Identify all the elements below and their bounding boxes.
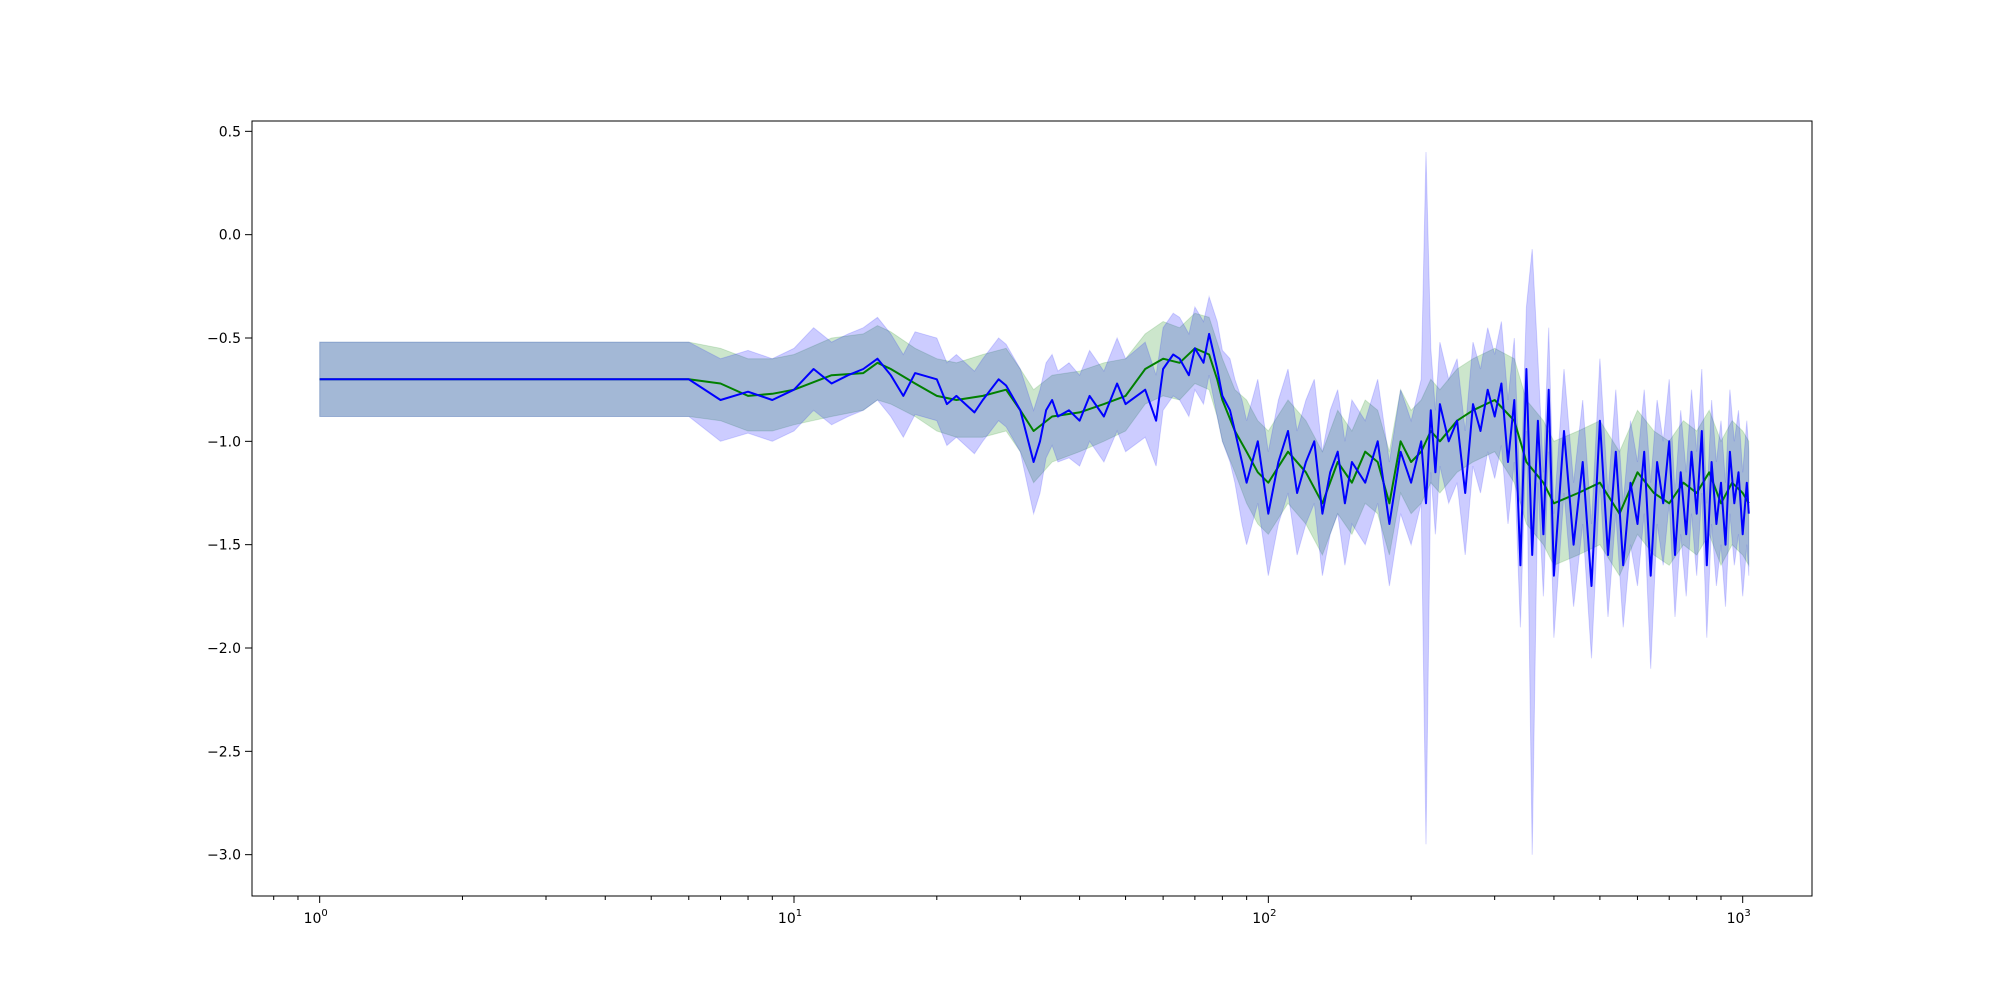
y-tick-label: 0.0 bbox=[219, 228, 241, 244]
x-tick-label: 101 bbox=[778, 908, 802, 927]
y-tick-label: −0.5 bbox=[207, 331, 241, 347]
y-tick-label: −2.5 bbox=[207, 744, 241, 760]
x-axis: 100 101 102 103 bbox=[273, 896, 1751, 927]
green-series-line bbox=[319, 347, 1750, 515]
blue-series-band bbox=[319, 151, 1750, 855]
y-tick-label: 0.5 bbox=[219, 124, 241, 140]
blue-series-line bbox=[319, 332, 1750, 587]
axes-frame bbox=[251, 120, 1813, 897]
x-tick-label: 102 bbox=[1252, 908, 1276, 927]
y-tick-label: −1.0 bbox=[207, 434, 241, 450]
y-tick-label: −3.0 bbox=[207, 848, 241, 864]
x-tick-label: 103 bbox=[1727, 908, 1751, 927]
y-tick-label: −2.0 bbox=[207, 641, 241, 657]
y-axis: 0.5 0.0 −0.5 −1.0 −1.5 −2.0 −2.5 −3.0 bbox=[207, 124, 252, 864]
x-tick-label: 100 bbox=[304, 908, 328, 927]
series-lines bbox=[319, 332, 1750, 587]
y-tick-label: −1.5 bbox=[207, 538, 241, 554]
plot-area bbox=[319, 151, 1750, 855]
